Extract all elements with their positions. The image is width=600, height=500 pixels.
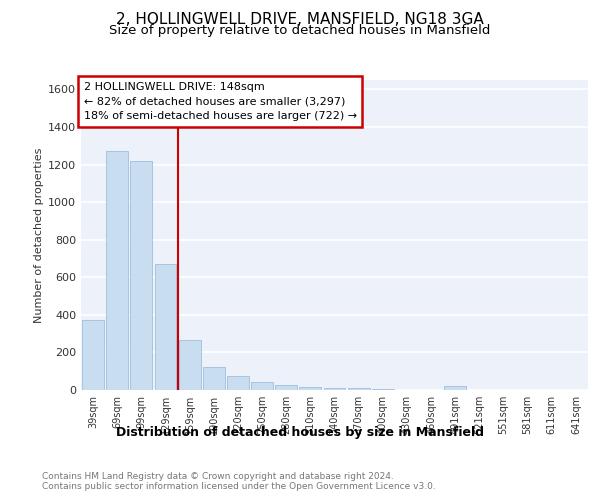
- Bar: [227, 376, 249, 390]
- Text: 2, HOLLINGWELL DRIVE, MANSFIELD, NG18 3GA: 2, HOLLINGWELL DRIVE, MANSFIELD, NG18 3G…: [116, 12, 484, 28]
- Text: Contains HM Land Registry data © Crown copyright and database right 2024.: Contains HM Land Registry data © Crown c…: [42, 472, 394, 481]
- Bar: [348, 388, 370, 390]
- Text: Distribution of detached houses by size in Mansfield: Distribution of detached houses by size …: [116, 426, 484, 439]
- Bar: [106, 152, 128, 390]
- Bar: [275, 386, 297, 390]
- Text: Contains public sector information licensed under the Open Government Licence v3: Contains public sector information licen…: [42, 482, 436, 491]
- Bar: [445, 386, 466, 390]
- Bar: [323, 388, 346, 390]
- Text: Size of property relative to detached houses in Mansfield: Size of property relative to detached ho…: [109, 24, 491, 37]
- Bar: [130, 161, 152, 390]
- Bar: [372, 389, 394, 390]
- Bar: [82, 320, 104, 390]
- Bar: [251, 382, 273, 390]
- Bar: [179, 340, 200, 390]
- Bar: [203, 368, 224, 390]
- Bar: [299, 387, 321, 390]
- Text: 2 HOLLINGWELL DRIVE: 148sqm
← 82% of detached houses are smaller (3,297)
18% of : 2 HOLLINGWELL DRIVE: 148sqm ← 82% of det…: [83, 82, 356, 121]
- Bar: [155, 264, 176, 390]
- Y-axis label: Number of detached properties: Number of detached properties: [34, 148, 44, 322]
